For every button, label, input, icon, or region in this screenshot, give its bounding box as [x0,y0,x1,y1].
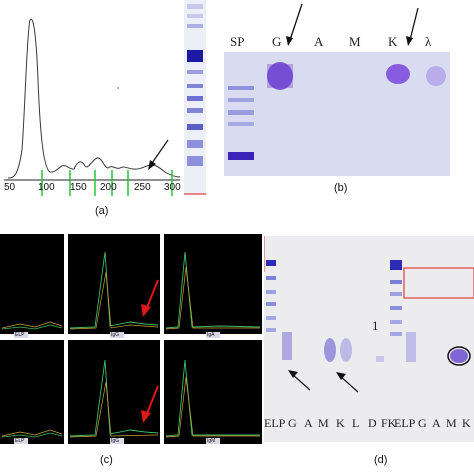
caption-c: (c) [100,454,113,466]
x-tick-300: 300 [164,182,181,193]
caption-a: (a) [95,205,109,217]
arrow-icon-k [406,7,419,46]
lane-label-k: K [388,34,398,49]
lane-label-g-1: G [288,416,297,430]
panel-a: 50 100 150 200 250 300 (a) [0,0,215,225]
gel-b [224,3,450,176]
cell-label-5: IgG [111,438,120,444]
cell-label-3: IgA [207,332,215,338]
panel-d: 1 ELP G A M K L D FK ELP G A M K (d) [264,232,474,474]
lane-label-m-1: M [318,416,329,430]
gel-marker-1: 1 [372,318,379,333]
lane-label-g-2: G [418,416,427,430]
red-arrow-icon-bottom [141,385,159,423]
panel-b: SP G A M K λ (b) [222,0,474,225]
red-arrow-icon-top [141,279,159,317]
arrow-icon [148,139,169,170]
lane-label-fk: FK [381,416,397,430]
gel-strip [184,0,206,195]
lane-label-elp-2: ELP [394,416,416,430]
x-tick-250: 250 [134,182,151,193]
x-tick-150: 150 [70,182,87,193]
cell-label-4: ELP [15,438,25,444]
gel-d [264,236,474,442]
lane-label-m: M [349,34,361,49]
lane-label-k-1: K [336,416,345,430]
cell-label-1: ELP [15,332,25,338]
caption-d: (d) [374,454,388,466]
lane-label-a: A [314,34,324,49]
densitometry-trace [7,18,181,179]
fraction-markers [41,170,173,196]
lane-label-k-2: K [462,416,471,430]
x-tick-100: 100 [38,182,55,193]
densitometry-plot [4,18,181,196]
caption-b: (b) [334,182,348,194]
lane-label-a-1: A [304,416,313,430]
arrow-icon-g [286,3,303,46]
cell-label-2: IgG [111,332,120,338]
x-tick-50: 50 [4,182,16,193]
lane-label-l: L [352,416,360,430]
lane-label-a-2: A [432,416,441,430]
arrow-icon-d1 [288,370,311,391]
x-tick-200: 200 [100,182,117,193]
lane-label-m-2: M [446,416,457,430]
lane-label-g: G [272,34,282,49]
electropherogram-grid [0,234,262,444]
lane-label-d: D [368,416,377,430]
lane-label-sp: SP [230,34,245,49]
panel-c: ELP IgG IgA ELP IgG IgM (c) [0,232,262,474]
lane-label-lambda: λ [425,34,432,49]
arrow-icon-d2 [336,372,359,393]
cell-label-6: IgM [207,438,216,444]
lane-label-elp-1: ELP [264,416,286,430]
